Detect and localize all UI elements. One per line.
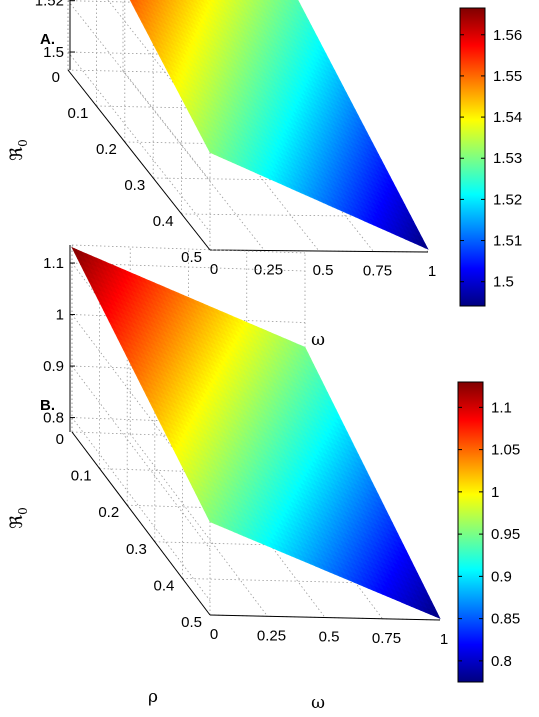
colorbar-tick-label: 0.8 (491, 653, 512, 670)
rho-tick-label: 0.5 (181, 249, 202, 266)
omega-tick-label: 0.5 (313, 262, 334, 279)
colorbar-tick-label: 1.05 (491, 442, 520, 459)
surface (129, 0, 429, 250)
rho-tick-label: 0.2 (96, 141, 117, 158)
colorbar-tick-label: 1.51 (493, 233, 522, 250)
omega-axis-line (209, 614, 441, 621)
colorbar-tick-label: 1.5 (493, 274, 514, 291)
z-tick-label: 1 (56, 307, 64, 324)
plot-area: 0.8 0.9 1 1.1 0 0.1 0.2 0.3 0.4 0.5 0 0.25 0.5 0.75 1 ρ… (7, 244, 448, 713)
gridline (181, 213, 401, 217)
gridline (124, 141, 345, 147)
gridline (67, 0, 289, 7)
rho-tick-label: 0.3 (124, 177, 145, 194)
panel-a: 1.51.521.541.5600.10.20.30.40.500.250.50… (7, 0, 522, 353)
gridline (71, 244, 306, 254)
z-tick-label: 1.5 (43, 44, 64, 61)
z-tick-label: 1.52 (35, 0, 64, 10)
axes (69, 245, 441, 621)
colorbar-gradient (459, 7, 486, 307)
rho-axis-line (71, 431, 211, 616)
z-tick-label: 0.9 (43, 358, 64, 375)
omega-axis-line (209, 249, 429, 253)
panel-label: A. (40, 31, 55, 48)
panel-label: B. (40, 397, 55, 414)
colorbar-gradient (457, 381, 484, 683)
omega-tick-label: 0 (210, 626, 218, 643)
colorbar-tick-label: 0.95 (491, 526, 520, 543)
gridline (188, 435, 326, 618)
gridline (96, 105, 317, 111)
rho-tick-label: 0 (56, 431, 64, 448)
r0-axis-label: ℜ0 (7, 139, 30, 160)
omega-tick-label: 1 (428, 263, 436, 280)
omega-axis-label: ω (311, 330, 325, 350)
colorbar-tick-label: 1.56 (493, 27, 522, 44)
plot-area: 1.51.521.541.5600.10.20.30.40.500.250.50… (7, 0, 436, 353)
r0-symbol: ℜ (7, 515, 27, 529)
rho-tick-label: 0.4 (154, 577, 175, 594)
rho-axis-label: ρ (148, 687, 158, 707)
colorbar-tick-label: 0.85 (491, 611, 520, 628)
panel-b: 0.8 0.9 1 1.1 0 0.1 0.2 0.3 0.4 0.5 0 0.25 0.5 0.75 1 ρ… (7, 244, 520, 713)
rho-tick-label: 0.5 (181, 614, 202, 631)
r0-symbol: ℜ (7, 147, 27, 161)
colorbar-tick-label: 1.54 (493, 109, 522, 126)
r0-subscript: 0 (16, 139, 30, 147)
colorbar-tick-label: 0.9 (491, 568, 512, 585)
omega-tick-label: 1 (440, 631, 448, 648)
omega-tick-label: 0.5 (319, 629, 340, 646)
r0-axis-label: ℜ0 (7, 507, 30, 528)
colorbar-tick-label: 1.55 (493, 68, 522, 85)
omega-axis-label: ω (311, 693, 325, 713)
rho-axis-line (67, 69, 211, 251)
gridline (153, 177, 373, 182)
omega-tick-label: 0.25 (257, 627, 286, 644)
omega-tick-label: 0.75 (372, 630, 401, 647)
surface (71, 246, 441, 620)
surface-cell (431, 610, 441, 620)
rho-tick-label: 0.4 (153, 213, 174, 230)
axes (67, 0, 429, 253)
rho-tick-label: 0.1 (71, 468, 92, 485)
colorbar: 0.8 0.85 0.9 0.95 1 1.05 1.1 (457, 381, 520, 683)
gridline (67, 69, 289, 76)
rho-tick-label: 0.3 (126, 541, 147, 558)
gridline (67, 51, 289, 58)
surface-cell (419, 240, 429, 250)
rho-tick-label: 0.1 (68, 105, 89, 122)
omega-tick-label: 0.75 (363, 263, 392, 280)
rho-tick-label: 0.2 (98, 504, 119, 521)
colorbar-tick-label: 1.1 (491, 399, 512, 416)
z-tick-label: 1.1 (43, 255, 64, 272)
omega-tick-label: 0 (210, 261, 218, 278)
z-tick-label: 0.8 (43, 410, 64, 427)
rho-tick-label: 0 (52, 69, 60, 86)
colorbar-tick-label: 1 (491, 484, 499, 501)
colorbar-tick-label: 1.52 (493, 191, 522, 208)
colorbar-tick-label: 1.53 (493, 150, 522, 167)
colorbar: 1.5 1.51 1.52 1.53 1.54 1.55 1.56 (459, 7, 522, 307)
r0-subscript: 0 (16, 507, 30, 515)
